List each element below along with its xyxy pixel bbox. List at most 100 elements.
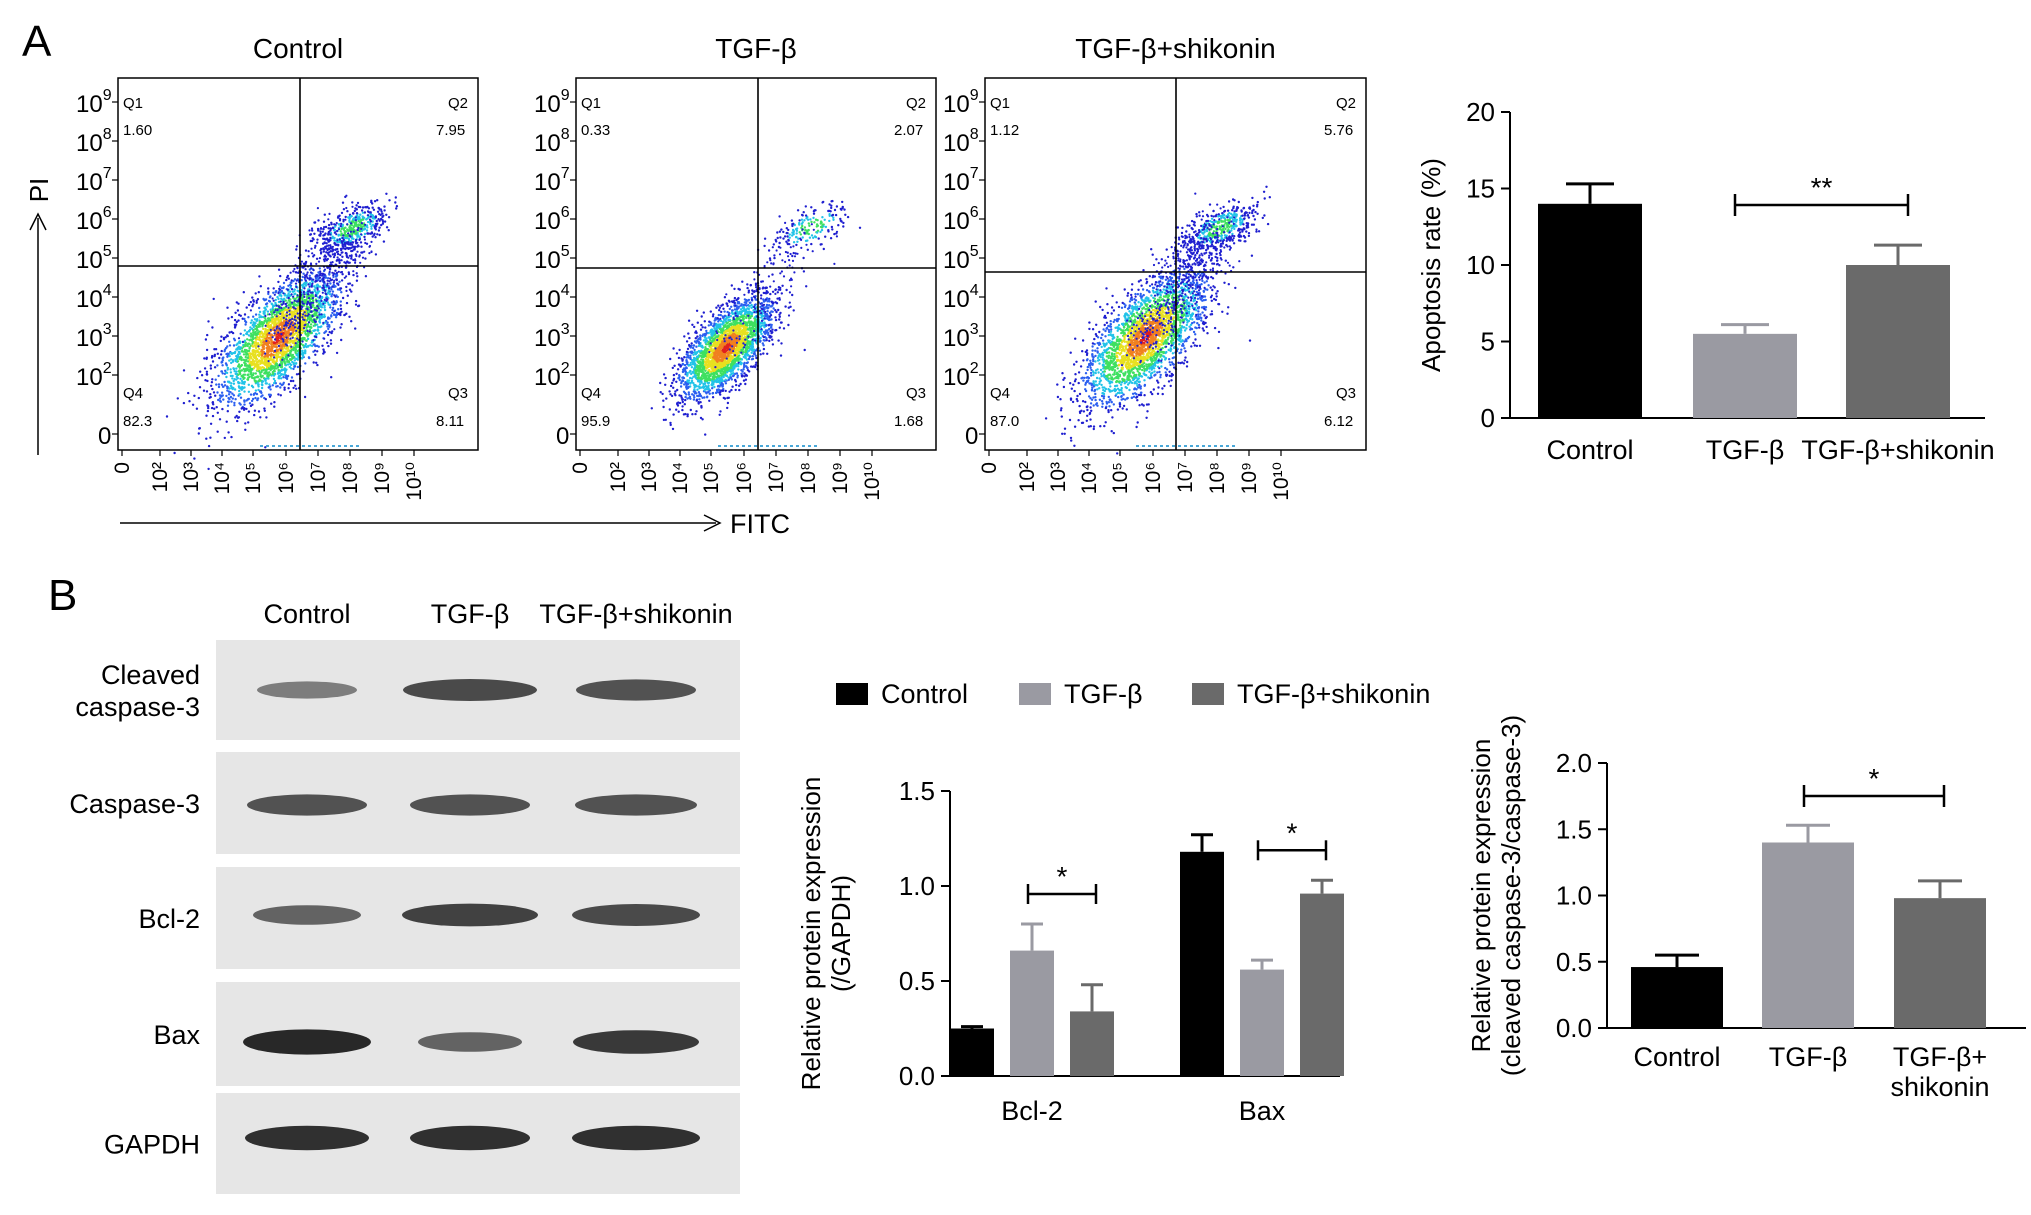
- pi-axis-label: PI: [24, 178, 54, 203]
- blot-band: [410, 794, 530, 816]
- y-tick-label: 109: [76, 87, 112, 118]
- quadrant-value-q2: 7.95: [436, 122, 465, 139]
- blot-band: [247, 794, 367, 816]
- blot-row-label: caspase-3: [75, 692, 200, 722]
- x-tick-label: 0: [978, 462, 1001, 474]
- x-tick-label: 10⁸: [797, 462, 820, 494]
- chart-bcl2-bax: 0.0 0.5 1.0 1.5 Relative protein expression(…: [796, 679, 1430, 1126]
- x-tick-label: 10⁸: [339, 462, 362, 494]
- y-tick-label: 20: [1466, 97, 1495, 127]
- y-tick-label: 0.0: [1556, 1013, 1592, 1043]
- x-tick-label: 10⁶: [1142, 462, 1165, 494]
- y-tick-label: 103: [76, 321, 112, 352]
- quadrant-label-q3: Q3: [906, 385, 926, 402]
- x-tick-label: 10⁴: [1078, 462, 1101, 494]
- blot-row-label: Caspase-3: [69, 789, 200, 819]
- bar: [1010, 950, 1054, 1076]
- y-tick-label: 105: [76, 243, 112, 274]
- bar: [1693, 333, 1797, 418]
- bar: [1631, 967, 1723, 1028]
- flow-plot-2: TGF-β+shikonin Q1 1.12 Q2 5.76 Q4 87.0 Q3 6.12 10…: [943, 33, 1367, 501]
- flow-plot-0: Control Q1 1.60 Q2 7.95 Q4 82.3 Q3 8.11 109 108 107…: [76, 33, 479, 501]
- x-tick-label: 0: [569, 462, 592, 474]
- significance-label: **: [1811, 172, 1833, 203]
- y-tick-label: 109: [943, 87, 979, 118]
- quadrant-value-q3: 1.68: [894, 413, 923, 430]
- y-tick-label: 10: [1466, 250, 1495, 280]
- y-tick-label: 0: [965, 423, 978, 450]
- y-tick-label: 0.5: [899, 966, 935, 996]
- significance-label: *: [1057, 861, 1068, 892]
- y-tick-label: 106: [76, 204, 112, 235]
- blot-band: [573, 1030, 699, 1054]
- x-tick-label: 10³: [180, 462, 203, 492]
- blot-band: [403, 679, 537, 701]
- fitc-axis-label: FITC: [730, 509, 790, 539]
- flow-plot-frame: [117, 77, 479, 451]
- panel-letter-a: A: [22, 17, 52, 66]
- x-tick-label: 10¹⁰: [403, 462, 426, 501]
- bar: [1070, 1011, 1114, 1076]
- y-tick-label: 0: [1481, 403, 1495, 433]
- quadrant-label-q4: Q4: [581, 385, 601, 402]
- y-tick-label: 1.0: [1556, 881, 1592, 911]
- x-tick-label: 0: [111, 462, 134, 474]
- blot-row-label: GAPDH: [104, 1130, 200, 1160]
- x-tick-label: 10⁴: [211, 462, 234, 494]
- blot-band: [253, 905, 361, 925]
- x-tick-label: TGF-β+shikonin: [1801, 435, 1994, 465]
- legend-swatch: [836, 683, 868, 705]
- blot-column-label: Control: [263, 599, 350, 629]
- y-tick-label: 108: [76, 126, 112, 157]
- legend-swatch: [1192, 683, 1224, 705]
- bar: [1180, 851, 1224, 1076]
- quadrant-value-q4: 87.0: [990, 413, 1019, 430]
- y-axis-label: Relative protein expression: [1466, 739, 1496, 1053]
- blot-band: [575, 794, 697, 816]
- y-tick-label: 1.5: [899, 776, 935, 806]
- quadrant-label-q4: Q4: [990, 385, 1010, 402]
- y-tick-label: 105: [943, 243, 979, 274]
- y-tick-label: 1.0: [899, 871, 935, 901]
- quadrant-label-q2: Q2: [906, 95, 926, 112]
- panel-letter-b: B: [48, 571, 77, 620]
- bar: [1846, 265, 1950, 418]
- quadrant-value-q2: 2.07: [894, 122, 923, 139]
- x-tick-label: 10²: [1016, 462, 1039, 492]
- legend-swatch: [1019, 683, 1051, 705]
- legend-label: TGF-β+shikonin: [1237, 679, 1430, 709]
- bar: [1240, 969, 1284, 1076]
- flow-plot-title: Control: [253, 33, 343, 64]
- x-tick-label: 10³: [638, 462, 661, 492]
- blot-band: [402, 903, 538, 927]
- bar: [1894, 898, 1986, 1028]
- y-tick-label: 15: [1466, 174, 1495, 204]
- x-tick-label: 10⁹: [829, 462, 852, 494]
- y-axis-label: Apoptosis rate (%): [1416, 158, 1446, 372]
- y-tick-label: 104: [943, 282, 979, 313]
- y-axis-label: Relative protein expression: [796, 777, 826, 1091]
- quadrant-value-q3: 8.11: [436, 413, 464, 430]
- bar: [1300, 893, 1344, 1076]
- y-tick-label: 107: [534, 165, 570, 196]
- x-tick-label: 10³: [1047, 462, 1070, 492]
- quadrant-label-q1: Q1: [581, 95, 601, 112]
- quadrant-label-q4: Q4: [123, 385, 143, 402]
- quadrant-label-q2: Q2: [1336, 95, 1356, 112]
- blot-row-label: Cleaved: [101, 660, 200, 690]
- y-tick-label: 104: [76, 282, 112, 313]
- y-tick-label: 103: [943, 321, 979, 352]
- x-tick-label: 10⁹: [371, 462, 394, 494]
- blot-row-label: Bax: [153, 1020, 200, 1050]
- x-tick-label: Bcl-2: [1001, 1096, 1063, 1126]
- x-tick-label: shikonin: [1890, 1072, 1989, 1102]
- x-tick-label: 10⁶: [275, 462, 298, 494]
- chart-cleaved-ratio: 0.0 0.5 1.0 1.5 2.0 Relative protein expressi…: [1466, 715, 2026, 1102]
- blot-band: [410, 1125, 530, 1151]
- quadrant-label-q1: Q1: [990, 95, 1010, 112]
- bar: [950, 1028, 994, 1076]
- x-tick-label: 10⁵: [700, 462, 723, 494]
- quadrant-label-q2: Q2: [448, 95, 468, 112]
- x-tick-label: Control: [1633, 1042, 1720, 1072]
- arrow-head-icon: [703, 514, 722, 532]
